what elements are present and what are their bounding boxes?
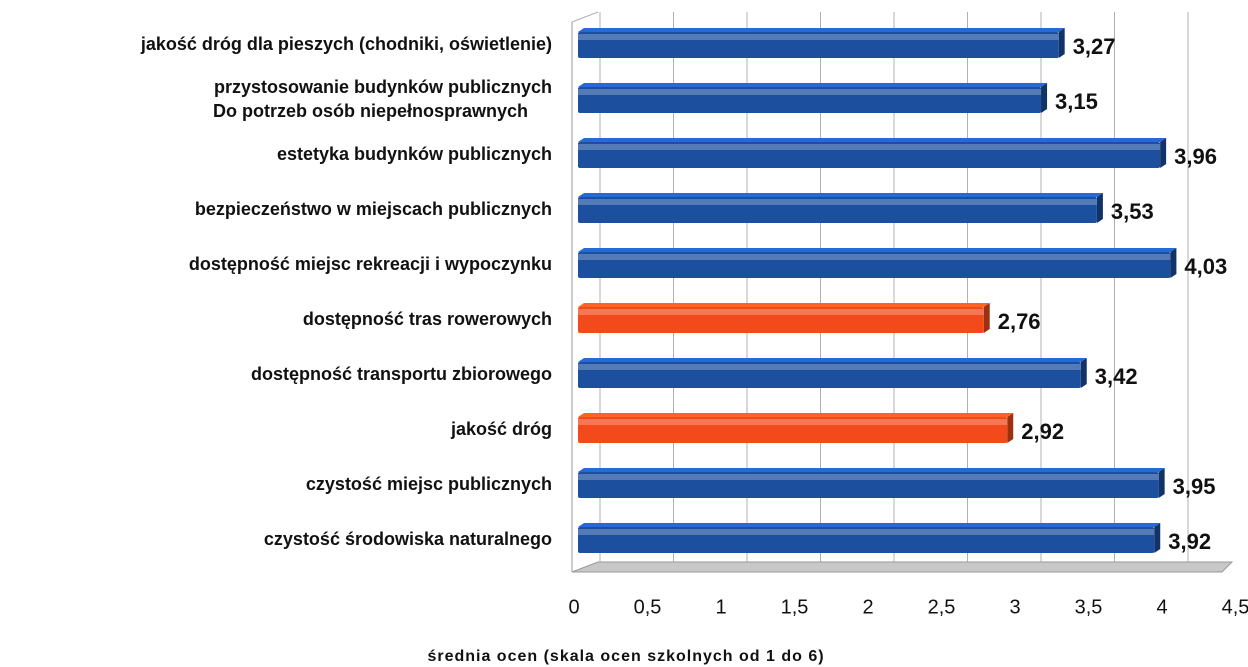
value-label: 3,42 (1095, 364, 1138, 389)
value-label: 2,92 (1021, 419, 1064, 444)
category-label: dostępność miejsc rekreacji i wypoczynku (189, 254, 552, 274)
bar-end (1160, 138, 1167, 168)
bar-top (578, 358, 1087, 362)
x-tick-label: 4,5 (1222, 596, 1248, 618)
category-label: bezpieczeństwo w miejscach publicznych (195, 199, 552, 219)
bar-highlight (578, 529, 1155, 535)
value-label: 3,96 (1174, 144, 1217, 169)
x-tick-label: 1,5 (781, 596, 809, 618)
bar-highlight (578, 199, 1097, 205)
category-label: czystość środowiska naturalnego (264, 529, 552, 549)
bar (578, 252, 1171, 278)
bar-highlight (578, 474, 1159, 480)
bar (578, 32, 1059, 58)
category-label: czystość miejsc publicznych (306, 474, 552, 494)
bar-highlight (578, 89, 1042, 95)
bar-top (578, 28, 1065, 32)
bar (578, 307, 984, 333)
value-label: 3,92 (1168, 529, 1211, 554)
bar-highlight (578, 419, 1008, 425)
bar-end (1058, 28, 1065, 58)
bar-highlight (578, 364, 1081, 370)
bar-top (578, 303, 990, 307)
x-tick-label: 3,5 (1075, 596, 1103, 618)
value-label: 3,53 (1111, 199, 1154, 224)
bar-top (578, 468, 1165, 472)
bar-top (578, 138, 1167, 142)
x-tick-label: 4 (1156, 596, 1167, 618)
x-tick-label: 0,5 (634, 596, 662, 618)
bar (578, 472, 1159, 498)
bar-top (578, 523, 1161, 527)
x-tick-label: 2,5 (928, 596, 956, 618)
bar (578, 142, 1161, 168)
x-tick-label: 0 (568, 596, 579, 618)
bar-end (1170, 248, 1177, 278)
x-tick-label: 1 (715, 596, 726, 618)
bar (578, 417, 1008, 443)
bar (578, 362, 1081, 388)
bar-top (578, 413, 1014, 417)
bar-end (1041, 83, 1048, 113)
bar-top (578, 83, 1048, 87)
bar-end (1158, 468, 1165, 498)
category-label: estetyka budynków publicznych (277, 144, 552, 164)
bar-end (1096, 193, 1103, 223)
value-label: 3,15 (1055, 89, 1098, 114)
bar-end (1154, 523, 1161, 553)
bar-end (1007, 413, 1014, 443)
category-label: jakość dróg dla pieszych (chodniki, oświ… (140, 34, 552, 54)
bar (578, 197, 1097, 223)
bar-highlight (578, 144, 1161, 150)
floor (571, 561, 1234, 573)
bar-top (578, 248, 1177, 252)
bar-top (578, 193, 1103, 197)
bar-end (1080, 358, 1087, 388)
bar (578, 527, 1155, 553)
category-label: jakość dróg (450, 419, 552, 439)
value-label: 4,03 (1184, 254, 1227, 279)
bar (578, 87, 1042, 113)
value-label: 3,27 (1073, 34, 1116, 59)
x-tick-label: 3 (1009, 596, 1020, 618)
x-axis-title: średnia ocen (skala ocen szkolnych od 1 … (427, 648, 824, 665)
axis-wall (571, 11, 599, 23)
bar-end (983, 303, 990, 333)
bar-highlight (578, 34, 1059, 40)
bar-highlight (578, 254, 1171, 260)
category-label: przystosowanie budynków publicznych Do po… (213, 77, 552, 121)
value-label: 2,76 (998, 309, 1041, 334)
category-label: dostępność transportu zbiorowego (251, 364, 552, 384)
bar-highlight (578, 309, 984, 315)
x-tick-label: 2 (862, 596, 873, 618)
category-label: dostępność tras rowerowych (303, 309, 552, 329)
value-label: 3,95 (1173, 474, 1216, 499)
